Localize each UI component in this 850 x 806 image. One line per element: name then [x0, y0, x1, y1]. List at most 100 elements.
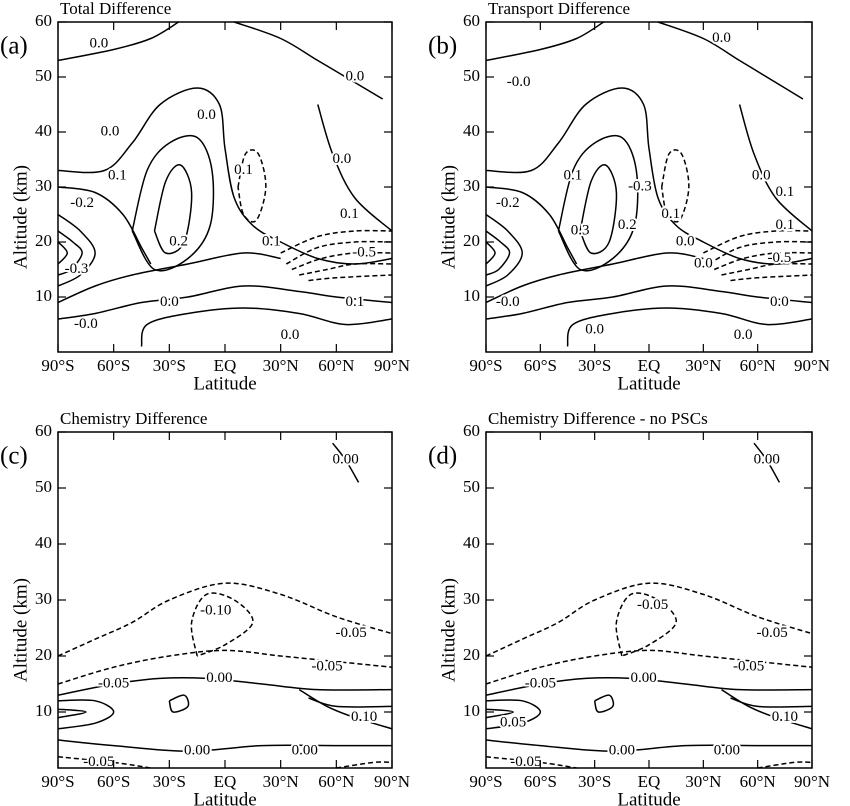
- contour-label: 0.00: [332, 451, 358, 467]
- contour-label: 0.0: [694, 255, 713, 271]
- contour-label: 0.0: [197, 107, 216, 123]
- panel-label: (d): [428, 443, 457, 470]
- contour-label: -0.0: [496, 294, 520, 310]
- contour-line: [485, 756, 577, 769]
- contour-label: -0.05: [98, 675, 129, 691]
- contour-label: 0.0: [770, 294, 789, 310]
- y-tick-label: 20: [35, 231, 52, 250]
- contour-label: -0.5: [768, 250, 792, 266]
- contour-label: 0.0: [89, 35, 108, 51]
- x-tick-label: 60°N: [318, 772, 354, 791]
- x-tick-label: 90°N: [374, 772, 410, 791]
- contour-line: [336, 761, 393, 769]
- contour-line: [280, 229, 393, 254]
- y-tick-label: 30: [463, 176, 480, 195]
- panel: 0.0 0.0 0.0 0.0 0.1 0.1 0.0 0.1 -0.2 0.2 -0.3 0.1 -0…: [0, 0, 410, 394]
- contour-label: 0.00: [292, 743, 318, 759]
- contour-label: 0.1: [234, 162, 253, 178]
- contour-label: -0.0: [507, 74, 531, 90]
- x-tick-label: 30°N: [263, 356, 299, 375]
- contour-label: 0.1: [564, 167, 583, 183]
- y-tick-label: 60: [35, 421, 52, 440]
- x-tick-label: EQ: [638, 772, 661, 791]
- y-tick-label: 50: [35, 477, 52, 496]
- contour-label: -0.10: [200, 603, 231, 619]
- y-tick-label: 30: [463, 589, 480, 608]
- contour-line: [485, 252, 704, 304]
- contour-line: [57, 756, 151, 769]
- panel-label: (a): [0, 33, 28, 60]
- panel-label: (c): [0, 443, 28, 470]
- contour-label: -0.05: [637, 597, 668, 613]
- x-tick-label: 60°S: [524, 356, 557, 375]
- x-axis-label: Latitude: [193, 373, 256, 394]
- contour-line: [131, 134, 215, 272]
- contour-line: [57, 285, 393, 320]
- contour-line: [57, 676, 393, 696]
- x-tick-label: EQ: [214, 772, 237, 791]
- contour-label: -0.05: [733, 659, 764, 675]
- x-tick-label: 60°S: [524, 772, 557, 791]
- contour-label: 0.00: [206, 670, 232, 686]
- contour-label: 0.2: [169, 233, 188, 249]
- y-tick-label: 20: [463, 231, 480, 250]
- contour-line: [317, 104, 393, 232]
- contour-label: -0.05: [336, 625, 367, 641]
- panel-label: (b): [428, 33, 457, 60]
- contour-label: -0.05: [510, 754, 541, 770]
- contour-line: [730, 274, 813, 282]
- contour-label: 0.1: [661, 206, 680, 222]
- contour-line: [730, 697, 813, 708]
- contour-line: [57, 186, 152, 265]
- contour-label: 0.00: [184, 743, 210, 759]
- contour-line: [485, 649, 813, 685]
- contour-line: [485, 241, 496, 265]
- contour-line: [308, 697, 393, 708]
- contour-line: [57, 708, 87, 719]
- contour-line: [57, 739, 392, 752]
- contour-line: [557, 134, 639, 272]
- contour-label: 0.0: [101, 123, 120, 139]
- contour-line: [485, 186, 578, 265]
- contour-label: -0.3: [628, 178, 652, 194]
- panel: 0.00 -0.05 -0.05 -0.05 -0.05 0.00 0.10 0.05 0.00…: [428, 409, 830, 806]
- contour-label: 0.2: [618, 217, 637, 233]
- contour-line: [57, 230, 83, 276]
- contour-label: -0.2: [496, 195, 520, 211]
- x-tick-label: 60°S: [97, 772, 130, 791]
- contour-line: [168, 694, 190, 713]
- y-tick-label: 60: [463, 11, 480, 30]
- panel: 0.0-0.00.1-0.30.20.3-0.20.10.00.10.10.00…: [428, 0, 830, 394]
- y-axis-label: Altitude (km): [438, 578, 459, 682]
- contour-line: [57, 213, 96, 287]
- contour-line: [657, 21, 804, 100]
- y-tick-label: 20: [35, 645, 52, 664]
- contour-label: 0.0: [712, 30, 731, 46]
- panel-title: Transport Difference: [488, 0, 630, 18]
- panel: 0.00 -0.10 -0.05 -0.05 -0.05 0.00 0.10 0.00 0.00…: [0, 409, 410, 806]
- y-tick-label: 50: [35, 66, 52, 85]
- contour-label: 0.00: [609, 743, 635, 759]
- x-axis-label: Latitude: [617, 373, 680, 394]
- contour-label: 0.0: [333, 151, 352, 167]
- contour-label: 0.3: [571, 222, 590, 238]
- contour-line: [703, 229, 813, 254]
- y-tick-label: 40: [463, 533, 480, 552]
- x-tick-label: 30°N: [685, 356, 721, 375]
- contour-line: [57, 21, 179, 62]
- y-tick-label: 30: [35, 176, 52, 195]
- contour-line: [660, 149, 690, 223]
- contour-line: [332, 442, 360, 483]
- contour-line: [738, 104, 813, 232]
- contour-line: [485, 582, 813, 657]
- contour-line: [615, 592, 677, 657]
- contour-label: 0.1: [775, 217, 794, 233]
- y-tick-label: 40: [35, 533, 52, 552]
- contour-label: 0.05: [500, 715, 526, 731]
- contour-line: [485, 213, 523, 287]
- contour-line: [57, 582, 393, 657]
- contour-line: [299, 262, 393, 276]
- contour-line: [57, 241, 69, 265]
- contour-line: [237, 149, 267, 223]
